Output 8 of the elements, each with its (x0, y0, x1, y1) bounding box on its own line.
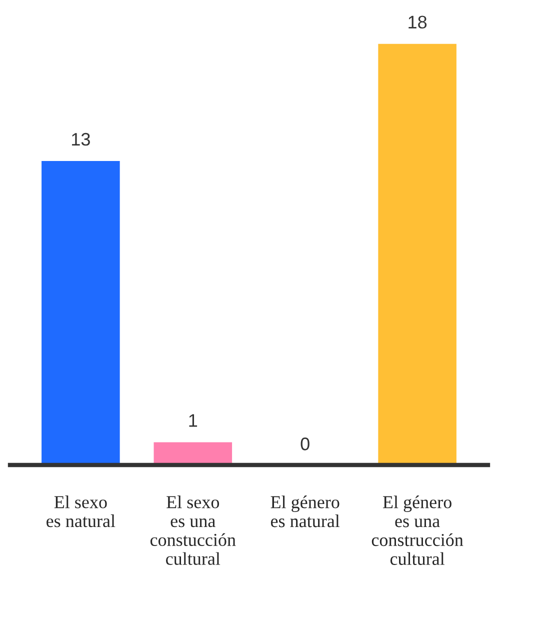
x-tick-label: El género es una construcción cultural (372, 496, 464, 565)
data-label: 18 (408, 16, 427, 29)
x-tick-label: El género es natural (270, 496, 340, 528)
data-label: 0 (300, 438, 310, 450)
data-label: 13 (72, 132, 90, 146)
data-label: 1 (189, 414, 198, 427)
x-tick-label: El sexo es una constucción cultural (150, 496, 236, 565)
x-tick-label: El sexo es natural (46, 496, 116, 528)
